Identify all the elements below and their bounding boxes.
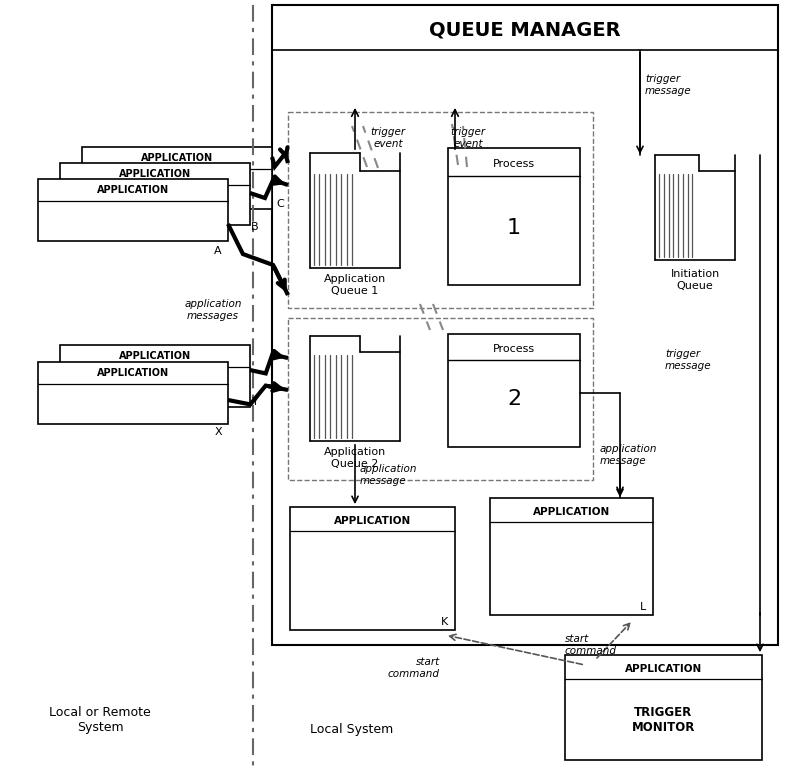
Bar [448, 148, 580, 285]
Text: start
command: start command [565, 634, 617, 656]
Text: APPLICATION: APPLICATION [97, 185, 169, 195]
Text: trigger
message: trigger message [665, 349, 712, 371]
Text: X: X [214, 427, 222, 437]
Bar [82, 147, 272, 209]
Text: trigger
event: trigger event [451, 128, 486, 148]
Bar [60, 345, 250, 407]
Bar [60, 163, 250, 225]
Bar [288, 112, 593, 308]
Text: C: C [276, 199, 284, 209]
Text: APPLICATION: APPLICATION [533, 507, 610, 517]
Bar [272, 5, 778, 645]
Text: Local or Remote
System: Local or Remote System [49, 706, 151, 734]
Text: K: K [441, 617, 448, 627]
Text: 1: 1 [507, 218, 521, 238]
Text: trigger
event: trigger event [371, 128, 406, 148]
Text: APPLICATION: APPLICATION [625, 664, 702, 674]
Text: B: B [251, 222, 259, 232]
Text: Y: Y [252, 397, 258, 407]
Text: Application
Queue 2: Application Queue 2 [324, 448, 386, 468]
Text: application
message: application message [600, 444, 658, 466]
Text: Local System: Local System [310, 724, 393, 737]
Text: application
messages: application messages [184, 299, 242, 321]
Bar [490, 498, 653, 615]
Bar [38, 179, 228, 241]
Text: Initiation
Queue: Initiation Queue [670, 269, 720, 291]
Text: APPLICATION: APPLICATION [119, 169, 191, 179]
Text: APPLICATION: APPLICATION [334, 516, 411, 526]
Text: Process: Process [493, 344, 535, 354]
Bar [565, 655, 762, 760]
Bar [448, 334, 580, 447]
Bar [290, 507, 455, 630]
Text: APPLICATION: APPLICATION [97, 368, 169, 378]
Text: APPLICATION: APPLICATION [141, 153, 213, 163]
Text: TRIGGER
MONITOR: TRIGGER MONITOR [632, 706, 696, 734]
Text: Process: Process [493, 159, 535, 169]
Text: QUEUE MANAGER: QUEUE MANAGER [429, 21, 621, 39]
Text: start
command: start command [388, 657, 440, 679]
Text: application
message: application message [360, 465, 418, 485]
Text: L: L [640, 602, 646, 612]
Text: A: A [214, 246, 222, 256]
Text: Application
Queue 1: Application Queue 1 [324, 274, 386, 296]
Bar [38, 362, 228, 424]
Bar [288, 318, 593, 480]
Text: 2: 2 [507, 389, 521, 409]
Text: trigger
message: trigger message [645, 74, 692, 96]
Text: APPLICATION: APPLICATION [119, 351, 191, 361]
